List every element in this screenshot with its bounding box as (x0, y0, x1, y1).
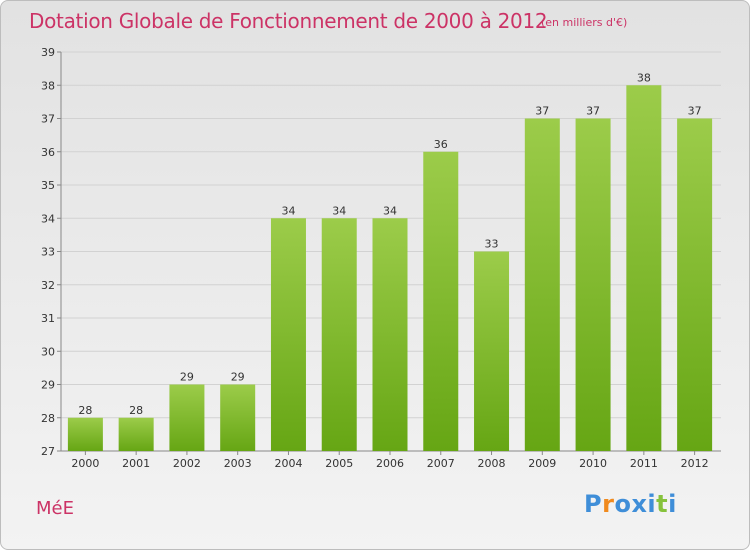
y-tick-label: 35 (41, 179, 55, 192)
y-tick-label: 32 (41, 279, 55, 292)
y-tick-label: 36 (41, 146, 55, 159)
x-tick-label: 2006 (376, 457, 404, 470)
data-label: 34 (383, 204, 397, 217)
logo-letter: r (602, 490, 615, 518)
logo-letter: P (584, 490, 603, 518)
bar (220, 384, 256, 451)
data-label: 34 (281, 204, 295, 217)
y-tick-label: 30 (41, 345, 55, 358)
chart-subtitle: (en milliers d'€) (541, 16, 628, 29)
x-tick-label: 2012 (681, 457, 709, 470)
y-tick-label: 27 (41, 445, 55, 458)
logo-letter: i (647, 490, 657, 518)
data-label: 38 (637, 71, 651, 84)
y-tick-label: 29 (41, 379, 55, 392)
bar (626, 85, 662, 451)
data-label: 37 (586, 105, 600, 118)
data-label: 28 (129, 404, 143, 417)
x-tick-label: 2001 (122, 457, 150, 470)
x-tick-label: 2005 (325, 457, 353, 470)
bar (423, 151, 459, 451)
bar (524, 118, 560, 451)
y-tick-label: 34 (41, 212, 55, 225)
bar (169, 384, 205, 451)
data-label: 36 (434, 138, 448, 151)
chart-title: Dotation Globale de Fonctionnement de 20… (29, 9, 548, 33)
logo-letter: x (631, 490, 648, 518)
bar (677, 118, 713, 451)
x-tick-label: 2004 (274, 457, 302, 470)
y-tick-label: 39 (41, 46, 55, 59)
x-tick-label: 2010 (579, 457, 607, 470)
data-label: 37 (688, 105, 702, 118)
bar (321, 218, 357, 451)
bar (575, 118, 611, 451)
bar (474, 251, 510, 451)
x-tick-label: 2009 (528, 457, 556, 470)
x-tick-label: 2011 (630, 457, 658, 470)
x-tick-label: 2008 (478, 457, 506, 470)
bar (118, 417, 154, 451)
x-tick-label: 2002 (173, 457, 201, 470)
bar (270, 218, 306, 451)
logo-letter: o (614, 490, 632, 518)
logo-letter: t (656, 490, 669, 518)
x-tick-label: 2003 (224, 457, 252, 470)
data-label: 34 (332, 204, 346, 217)
data-label: 33 (485, 238, 499, 251)
bar (372, 218, 408, 451)
y-tick-label: 33 (41, 246, 55, 259)
logo-letter: i (668, 490, 677, 518)
y-tick-label: 31 (41, 312, 55, 325)
y-tick-label: 28 (41, 412, 55, 425)
data-label: 29 (180, 371, 194, 384)
proxiti-logo[interactable]: Proxiti (584, 490, 677, 518)
y-tick-label: 38 (41, 79, 55, 92)
data-label: 37 (535, 105, 549, 118)
bar (67, 417, 103, 451)
x-tick-label: 2007 (427, 457, 455, 470)
x-tick-label: 2000 (71, 457, 99, 470)
commune-name: MéE (36, 498, 74, 519)
data-label: 28 (78, 404, 92, 417)
y-tick-label: 37 (41, 113, 55, 126)
data-label: 29 (231, 371, 245, 384)
